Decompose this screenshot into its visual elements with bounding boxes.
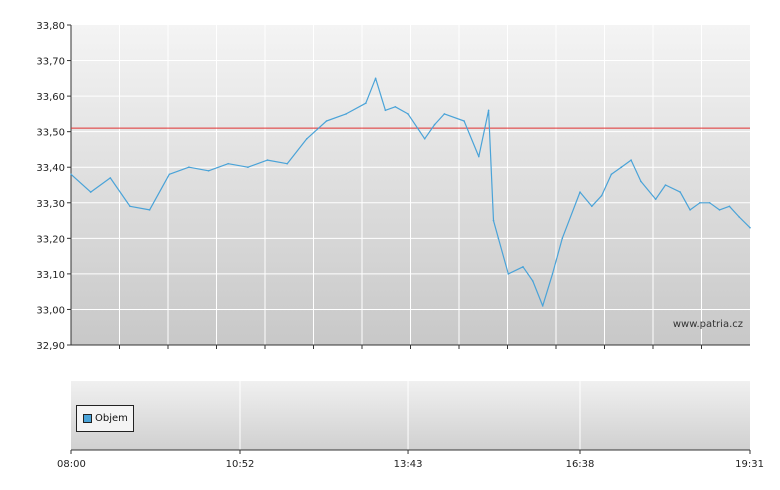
price-point [168,173,171,176]
price-point [718,209,721,211]
price-point [394,106,397,108]
x-tick-label: 13:43 [394,459,423,470]
price-point [497,237,500,240]
price-point [266,159,269,161]
price-point [463,120,465,122]
price-point [640,180,642,183]
price-point [325,120,328,122]
price-point [227,162,229,165]
price-point [423,138,426,140]
price-point [286,162,289,165]
price-point [689,209,691,211]
x-tick-label: 10:52 [226,459,255,470]
price-point [679,191,681,193]
price-point [345,113,347,115]
price-point [630,159,632,161]
price-point [247,166,249,168]
price-point [600,194,603,197]
price-point [610,173,613,176]
price-point [109,177,112,179]
price-point [507,273,510,275]
x-tick-label: 16:38 [566,459,595,470]
price-point [478,155,480,158]
price-point [207,170,210,172]
price-point [487,109,490,112]
y-tick-label: 33,20 [36,234,65,245]
price-point [70,173,72,176]
price-point [306,138,308,140]
volume-legend: Objem [76,405,134,432]
volume-plot-area [71,381,750,450]
price-point [532,280,534,282]
price-point [384,109,387,112]
price-point [749,226,751,229]
y-tick-label: 33,10 [36,270,65,281]
volume-legend-label: Objem [95,413,128,424]
price-point [522,266,524,268]
x-tick-label: 08:00 [57,459,86,470]
price-point [728,205,731,208]
price-point [654,198,657,200]
price-point [591,205,593,208]
watermark: www.patria.cz [673,319,743,330]
price-point [699,202,701,204]
price-point [492,219,495,222]
price-point [129,205,131,208]
price-point [551,273,554,275]
price-point [365,102,367,104]
price-point [738,216,740,218]
price-point [664,184,667,186]
price-point [620,166,623,168]
price-point [541,305,544,307]
y-tick-label: 33,40 [36,163,65,174]
y-tick-label: 33,50 [36,128,65,139]
y-tick-label: 33,00 [36,305,65,316]
y-tick-label: 33,80 [36,21,65,32]
price-point [443,113,446,115]
y-tick-label: 33,70 [36,57,65,68]
price-point [561,237,564,240]
y-tick-label: 33,30 [36,199,65,210]
y-tick-label: 32,90 [36,341,65,352]
x-tick-label: 19:31 [735,459,764,470]
price-point [407,113,409,115]
volume-legend-swatch [83,414,92,423]
price-point [374,77,377,80]
y-tick-label: 33,60 [36,92,65,103]
price-point [89,191,92,193]
price-point [148,209,151,211]
price-point [433,123,436,126]
price-point [579,191,581,193]
price-point [188,166,190,168]
price-point [708,202,711,204]
